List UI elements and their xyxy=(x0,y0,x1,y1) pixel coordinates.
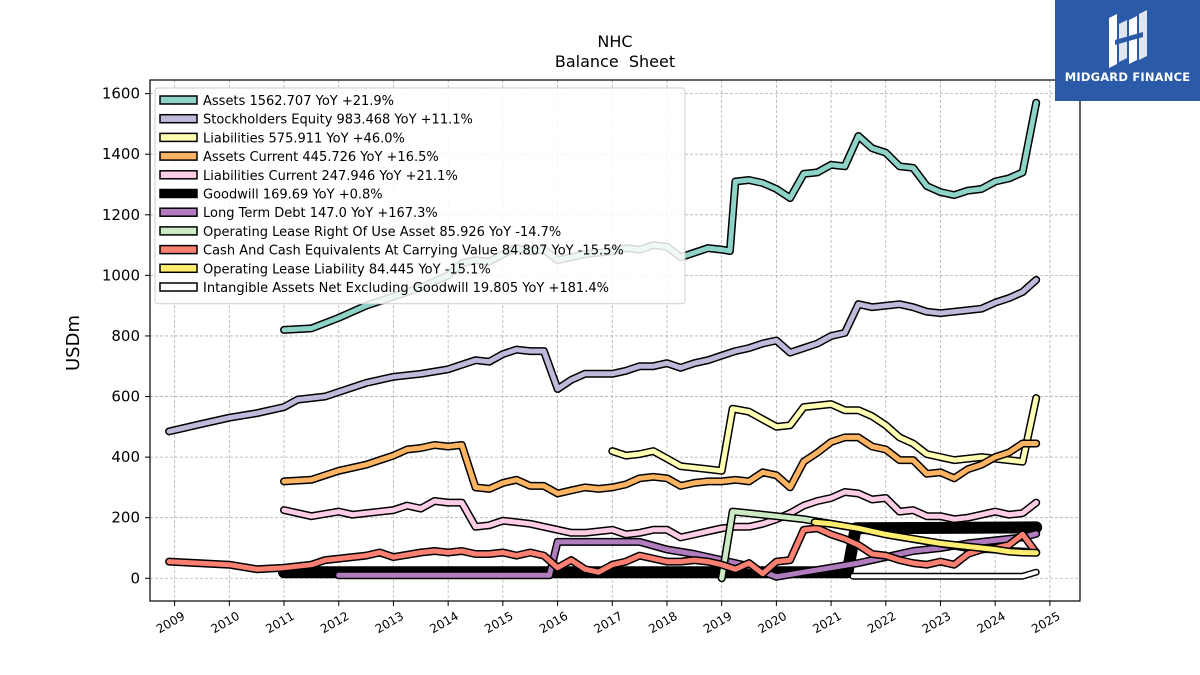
legend-item: Assets 1562.707 YoY +21.9% xyxy=(159,94,394,109)
legend-swatch xyxy=(159,282,198,292)
x-tick-label: 2025 xyxy=(1029,609,1062,636)
y-tick-label: 1600 xyxy=(102,85,140,103)
x-tick-label: 2022 xyxy=(865,609,898,636)
legend-label: Long Term Debt 147.0 YoY +167.3% xyxy=(203,206,438,221)
brand-logo: MIDGARD FINANCE xyxy=(1055,0,1200,101)
series-line xyxy=(851,570,1039,579)
x-tick-label: 2024 xyxy=(974,609,1007,636)
series-line xyxy=(166,277,1039,434)
series-operating-lease-liability xyxy=(810,518,1041,557)
legend-item: Long Term Debt 147.0 YoY +167.3% xyxy=(159,206,438,221)
legend: Assets 1562.707 YoY +21.9% Stockholders E… xyxy=(154,87,686,305)
x-tick-label: 2014 xyxy=(427,609,460,636)
legend-item: Liabilities Current 247.946 YoY +21.1% xyxy=(159,169,458,184)
y-tick-label: 0 xyxy=(130,569,140,587)
y-tick-label: 1400 xyxy=(102,145,140,163)
series-stockholders-equity xyxy=(165,275,1041,436)
series-liabilities xyxy=(608,394,1041,475)
legend-label: Intangible Assets Net Excluding Goodwill… xyxy=(203,281,609,296)
x-tick-label: 2012 xyxy=(318,609,351,636)
legend-item: Goodwill 169.69 YoY +0.8% xyxy=(159,188,383,203)
legend-item: Stockholders Equity 983.468 YoY +11.1% xyxy=(159,113,473,128)
brand-logo-icon xyxy=(1109,10,1147,68)
legend-swatch xyxy=(159,132,198,143)
series-line xyxy=(279,522,1041,577)
legend-item: Cash And Cash Equivalents At Carrying Va… xyxy=(159,244,624,259)
legend-swatch xyxy=(159,151,198,161)
x-tick-label: 2021 xyxy=(810,609,843,636)
series-liabilities-current xyxy=(280,488,1041,542)
series-line xyxy=(609,395,1039,474)
legend-label: Liabilities 575.911 YoY +46.0% xyxy=(203,131,405,146)
x-tick-label: 2015 xyxy=(482,609,515,636)
legend-swatch xyxy=(159,113,198,124)
legend-label: Stockholders Equity 983.468 YoY +11.1% xyxy=(203,113,473,128)
plot-frame xyxy=(149,79,1081,602)
series-line xyxy=(812,519,1039,556)
legend-label: Operating Lease Right Of Use Asset 85.92… xyxy=(203,225,561,240)
legend-item: Assets Current 445.726 YoY +16.5% xyxy=(159,150,439,165)
y-tick-label: 1200 xyxy=(102,206,140,224)
legend-label: Cash And Cash Equivalents At Carrying Va… xyxy=(203,244,624,259)
x-tick-label: 2016 xyxy=(537,609,570,636)
series-line xyxy=(281,434,1039,496)
series-intangible-assets-net-excluding-goodwill xyxy=(849,568,1040,580)
series-cash-and-cash-equivalents-at-carrying-value xyxy=(165,524,1041,578)
legend-swatch xyxy=(159,188,198,199)
x-tick-label: 2009 xyxy=(154,609,187,636)
x-tick-label: 2018 xyxy=(646,609,679,636)
legend-swatch xyxy=(159,263,198,274)
y-tick-label: 800 xyxy=(111,327,140,345)
legend-label: Assets Current 445.726 YoY +16.5% xyxy=(203,150,439,165)
x-tick-label: 2017 xyxy=(592,609,625,636)
legend-label: Assets 1562.707 YoY +21.9% xyxy=(203,94,394,109)
x-tick-label: 2011 xyxy=(263,609,296,636)
x-tick-label: 2013 xyxy=(373,609,406,636)
legend-swatch xyxy=(159,226,198,236)
series-line-outline xyxy=(280,433,1041,498)
series-assets-current xyxy=(280,433,1041,498)
y-tick-label: 600 xyxy=(111,388,140,406)
legend-item: Operating Lease Right Of Use Asset 85.92… xyxy=(159,225,561,240)
legend-swatch xyxy=(159,207,198,217)
legend-label: Liabilities Current 247.946 YoY +21.1% xyxy=(203,169,458,184)
legend-item: Intangible Assets Net Excluding Goodwill… xyxy=(159,281,609,296)
x-tick-label: 2010 xyxy=(209,609,242,636)
chart-subtitle: Balance Sheet xyxy=(555,52,675,71)
y-tick-label: 400 xyxy=(111,448,140,466)
y-tick-label: 200 xyxy=(111,509,140,527)
legend-label: Operating Lease Liability 84.445 YoY -15… xyxy=(203,262,491,277)
x-tick-label: 2019 xyxy=(701,609,734,636)
legend-item: Operating Lease Liability 84.445 YoY -15… xyxy=(159,262,491,277)
x-tick-label: 2020 xyxy=(756,609,789,636)
legend-swatch xyxy=(159,170,198,180)
legend-label: Goodwill 169.69 YoY +0.8% xyxy=(203,188,383,203)
x-tick-label: 2023 xyxy=(920,609,953,636)
legend-box xyxy=(154,87,686,305)
brand-logo-text: MIDGARD FINANCE xyxy=(1064,70,1191,84)
series-goodwill xyxy=(278,521,1043,579)
y-axis-label: USDm xyxy=(63,315,84,371)
legend-swatch xyxy=(159,244,198,255)
legend-item: Liabilities 575.911 YoY +46.0% xyxy=(159,131,405,146)
y-tick-label: 1000 xyxy=(102,266,140,284)
series-lines xyxy=(165,98,1043,583)
series-line xyxy=(166,525,1039,577)
chart-title: NHC xyxy=(597,32,632,51)
series-line xyxy=(281,489,1039,540)
legend-swatch xyxy=(159,95,198,105)
